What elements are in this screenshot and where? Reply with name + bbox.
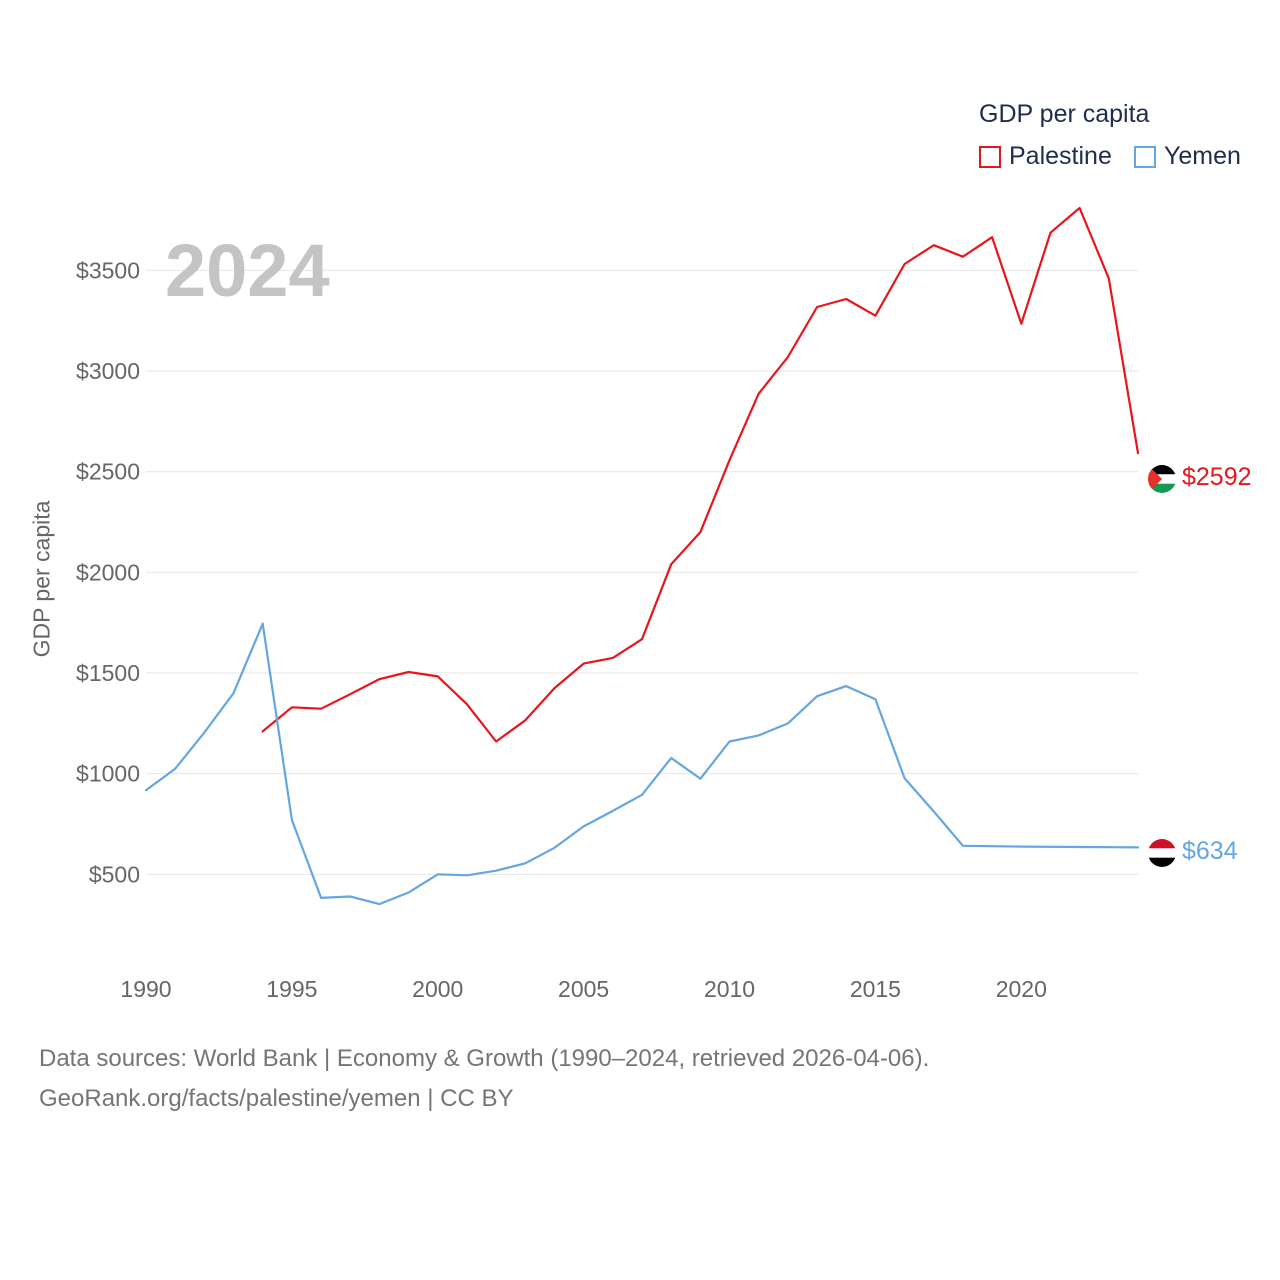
x-tick-label: 2015 (850, 976, 901, 1002)
legend-swatch-yemen (1134, 145, 1156, 168)
y-tick-label: $3500 (76, 257, 140, 283)
palestine-end-value-label: $2592 (1182, 463, 1252, 491)
year-overlay: 2024 (165, 229, 330, 312)
y-tick-label: $2500 (76, 459, 140, 485)
footer-sources: Data sources: World Bank | Economy & Gro… (39, 1045, 930, 1072)
y-tick-label: $1500 (76, 660, 140, 686)
legend-item-yemen[interactable]: Yemen (1134, 142, 1241, 171)
y-tick-label: $2000 (76, 559, 140, 585)
legend-swatch-palestine (979, 145, 1001, 168)
x-tick-label: 2020 (996, 976, 1047, 1002)
legend-title: GDP per capita (979, 100, 1150, 128)
yemen-end-value-label: $634 (1182, 837, 1238, 865)
x-axis-ticks: 1990 1995 2000 2005 2010 2015 2020 (120, 976, 1046, 1002)
x-tick-label: 2000 (412, 976, 463, 1002)
footer-attribution: GeoRank.org/facts/palestine/yemen | CC B… (39, 1085, 514, 1112)
y-tick-label: $1000 (76, 761, 140, 787)
palestine-flag-icon (1148, 465, 1176, 493)
x-tick-label: 1990 (120, 976, 171, 1002)
x-tick-label: 2010 (704, 976, 755, 1002)
grid-lines (146, 269, 1138, 875)
legend-label-palestine: Palestine (1009, 142, 1112, 170)
y-tick-label: $500 (89, 861, 140, 887)
series-line-palestine (261, 206, 1140, 743)
yemen-flag-icon (1148, 839, 1176, 867)
x-tick-label: 2005 (558, 976, 609, 1002)
series-line-yemen (144, 622, 1140, 906)
y-tick-label: $3000 (76, 358, 140, 384)
legend-item-palestine[interactable]: Palestine (979, 142, 1112, 171)
series-lines (144, 206, 1140, 906)
series-end-markers: $2592 $634 (1148, 463, 1252, 867)
y-axis-title: GDP per capita (28, 500, 55, 658)
legend-label-yemen: Yemen (1164, 142, 1241, 170)
x-tick-label: 1995 (266, 976, 317, 1002)
y-axis-ticks: $500 $1000 $1500 $2000 $2500 $3000 $3500 (76, 257, 140, 887)
